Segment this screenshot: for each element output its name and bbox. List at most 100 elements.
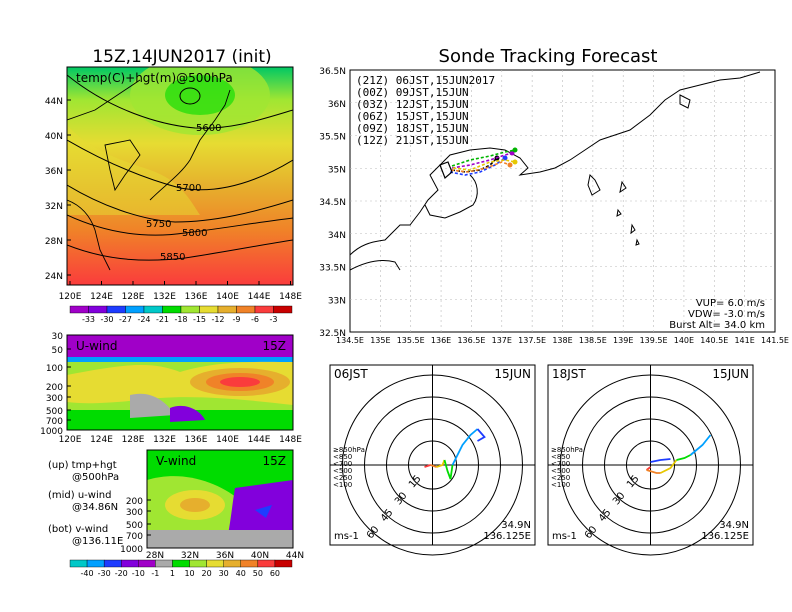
lon-tick-label: 141.5E [761, 336, 789, 345]
track-map: 36.5N 36N 35.5N 35N 34.5N 34N 33.5N 33N 32.5N134… [319, 67, 789, 345]
lon-tick-label: 138E [552, 336, 572, 345]
launch-entry: (03Z) 12JST,15JUN [356, 98, 469, 111]
sonde-track [451, 157, 498, 173]
lat-tick-label: 44N [286, 551, 304, 561]
note-line: (up) tmp+hgt [48, 460, 117, 471]
pressure-tick-label: 1000 [40, 427, 63, 437]
landing-point [512, 159, 518, 165]
colorbar-label: -20 [115, 569, 128, 578]
level-legend: <850 [551, 453, 570, 461]
colorbar-swatch [69, 305, 89, 314]
lat-tick-label: 34N [328, 231, 346, 241]
hodo-trace [451, 428, 479, 466]
lon-tick-label: 144E [248, 292, 271, 302]
kii-coast [424, 174, 478, 219]
colorbar-label: -3 [270, 315, 278, 324]
launch-entry: (06Z) 15JST,15JUN [356, 110, 469, 123]
lon-tick-label: 128E [122, 435, 145, 445]
colorbar-swatch [206, 559, 224, 568]
pressure-tick-label: 100 [46, 364, 63, 374]
note-line: @34.86N [72, 502, 118, 513]
pressure-tick-label: 500 [46, 407, 63, 417]
honshu-coast [349, 71, 761, 256]
sonde-track [451, 152, 513, 169]
hodo-trace [650, 458, 671, 463]
colorbar-swatch [273, 305, 293, 314]
panel-notes: (up) tmp+hgt@500hPa (mid) u-wind@34.86N (b… [48, 460, 123, 547]
uwind-lon-axis: 120E 124E 128E 132E 136E 140E 144E 148E [59, 435, 303, 445]
lon-tick-label: 141E [734, 336, 754, 345]
colorbar-label: -6 [251, 315, 259, 324]
param-line: VDW= -3.0 m/s [688, 309, 765, 320]
launch-list: (21Z) 06JST,15JUN2017(00Z) 09JST,15JUN(0… [356, 74, 495, 147]
china-coast [67, 199, 111, 271]
lon-tick-label: 136.5E [457, 336, 485, 345]
note-line: @136.11E [72, 536, 123, 547]
sonde-track [451, 149, 516, 167]
level-legend: <250 [551, 474, 570, 482]
hodo-trace [424, 464, 431, 468]
lon-tick-label: 137.5E [518, 336, 546, 345]
hodo-lon: 136.125E [701, 531, 749, 542]
level-legend: <700 [551, 460, 570, 468]
colorbar-label: 30 [219, 569, 229, 578]
sonde-track [449, 157, 506, 176]
colorbar-swatch [103, 559, 122, 568]
level-legend: ≥850hPa [333, 446, 365, 454]
hodo-trace [646, 469, 661, 474]
hodo-time: 06JST [334, 367, 368, 381]
lat-tick-label: 28N [45, 237, 63, 247]
colorbar-swatch [240, 559, 259, 568]
colorbar-label: -24 [137, 315, 150, 324]
colorbar-swatch [138, 559, 156, 568]
colorbar-label: 60 [270, 569, 280, 578]
lat-tick-label: 40N [251, 551, 269, 561]
temp-colorbar: -33 -30 -27 -24 -21 -18 -15 -12 -9 -6 -3 [69, 305, 293, 324]
lat-tick-label: 34.5N [319, 198, 346, 208]
colorbar-label: 10 [184, 569, 194, 578]
lon-tick-label: 124E [90, 435, 113, 445]
lon-tick-label: 124E [90, 292, 113, 302]
lon-tick-label: 139.5E [640, 336, 668, 345]
lat-tick-label: 35N [328, 165, 346, 175]
lat-tick-label: 40N [45, 132, 63, 142]
colorbar-label: -21 [156, 315, 169, 324]
lat-tick-label: 33N [328, 296, 346, 306]
hodo-lon: 136.125E [483, 531, 531, 542]
level-legend: ≥850hPa [551, 446, 583, 454]
colorbar-swatch [88, 305, 108, 314]
colorbar-swatch [125, 305, 145, 314]
pressure-tick-label: 1000 [120, 545, 143, 555]
landing-point [502, 155, 508, 161]
hodo-date: 15JUN [494, 367, 531, 381]
map500-label: temp(C)+hgt(m)@500hPa [76, 71, 233, 85]
pressure-tick-label: 300 [46, 394, 63, 404]
lat-tick-label: 24N [45, 272, 63, 282]
colorbar-swatch [86, 559, 105, 568]
lat-tick-label: 28N [146, 551, 164, 561]
lon-tick-label: 128E [122, 292, 145, 302]
lon-tick-label: 136E [185, 435, 208, 445]
colorbar-label: 50 [253, 569, 263, 578]
param-line: VUP= 6.0 m/s [696, 298, 765, 309]
colorbar-swatch [121, 559, 139, 568]
level-legend: <500 [551, 467, 570, 475]
note-line: @500hPa [72, 472, 119, 483]
contour-5850 [67, 239, 293, 261]
contour-5600 [67, 74, 293, 129]
contour-label: 5750 [146, 219, 171, 230]
colorbar-swatch [223, 559, 241, 568]
lon-tick-label: 135E [370, 336, 390, 345]
lon-tick-label: 132E [153, 435, 176, 445]
colorbar-label: -12 [211, 315, 224, 324]
pressure-tick-label: 700 [46, 417, 63, 427]
colorbar-swatch [217, 305, 237, 314]
contour-label: 5700 [176, 183, 201, 194]
hodo-trace [689, 434, 712, 456]
colorbar-swatch [199, 305, 219, 314]
colorbar-label: 40 [236, 569, 246, 578]
